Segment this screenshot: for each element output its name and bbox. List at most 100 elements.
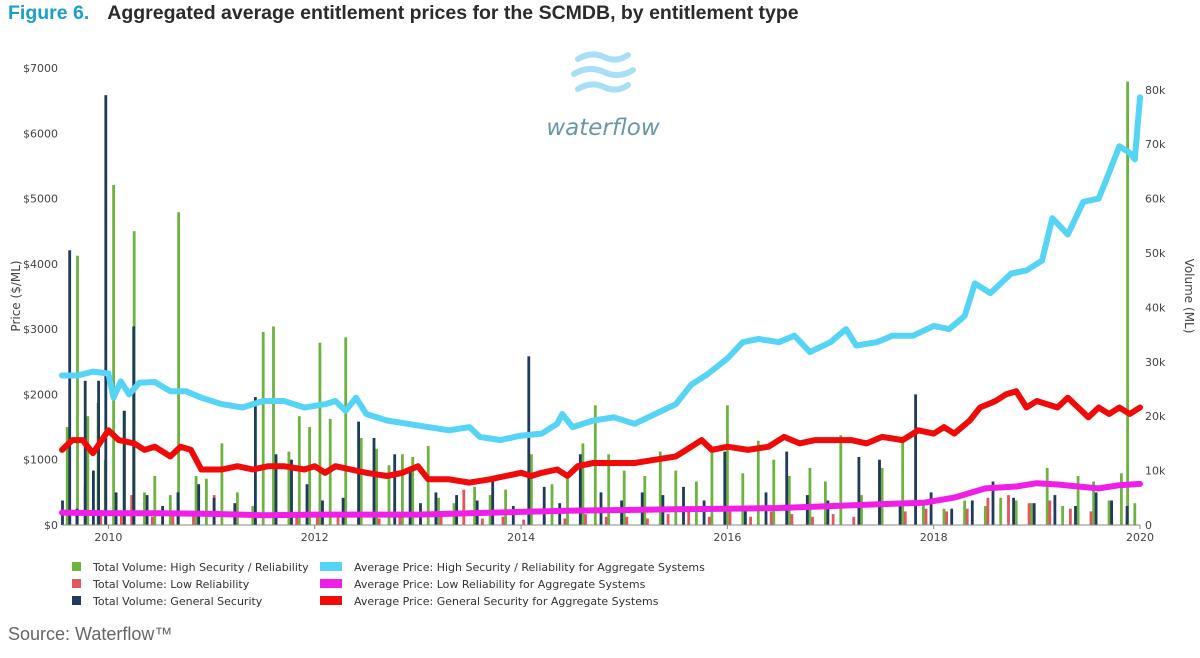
bar (1027, 503, 1031, 525)
bar (986, 497, 990, 525)
bar (963, 500, 966, 525)
bar (501, 516, 505, 525)
bar (1074, 506, 1077, 525)
y2-tick-label: 70k (1145, 138, 1166, 151)
bar (1125, 506, 1129, 525)
bar (1120, 473, 1123, 525)
bar (92, 470, 95, 525)
bar (878, 459, 881, 525)
bar (86, 416, 90, 525)
bar (914, 394, 917, 525)
bar (999, 497, 1003, 525)
bar (261, 331, 265, 525)
bar (903, 511, 907, 525)
bar (76, 255, 79, 525)
bar (274, 454, 278, 525)
bar (857, 457, 861, 525)
waterflow-watermark: waterflow (546, 51, 660, 141)
bar (236, 492, 239, 525)
y-tick-label: $0 (44, 519, 58, 532)
legend-item-average-price-high-security-reliability-for-aggregate-systems: Average Price: High Security / Reliabili… (320, 561, 705, 574)
y-tick-label: $6000 (23, 127, 58, 140)
bar (1126, 81, 1129, 525)
bar (950, 508, 954, 525)
watermark-text: waterflow (546, 115, 659, 141)
bar-series-total-volume-high-security-reliability (65, 81, 1137, 526)
legend-item-total-volume-general-security: Total Volume: General Security (72, 595, 263, 608)
bar (1053, 495, 1057, 525)
bar (1092, 481, 1095, 525)
bar (785, 451, 789, 525)
bar (491, 481, 495, 525)
bar (687, 511, 691, 525)
bar (99, 511, 103, 525)
bar (622, 470, 626, 525)
line-average-price-high-security-reliability-for-aggregate-systems (59, 94, 1143, 444)
bar (462, 489, 466, 525)
y2-tick-label: 40k (1145, 301, 1166, 314)
bar (341, 497, 345, 525)
bar (1107, 500, 1111, 525)
bar (924, 508, 928, 525)
bar (1030, 503, 1034, 525)
bar (811, 516, 814, 525)
y-tick-label: $7000 (23, 62, 58, 75)
bar (824, 481, 827, 525)
bar (666, 514, 670, 525)
bar (965, 508, 969, 525)
bar (132, 326, 136, 525)
bar (272, 326, 275, 525)
bar (168, 495, 172, 525)
bar (377, 518, 381, 525)
bar (295, 516, 299, 525)
legend-label: Total Volume: General Security (92, 595, 263, 608)
bar (1007, 495, 1010, 525)
bar (578, 454, 582, 525)
bar (922, 503, 925, 525)
y-tick-label: $2000 (23, 388, 58, 401)
bar (558, 503, 562, 525)
legend-item-total-volume-low-reliability: Total Volume: Low Reliability (72, 578, 250, 591)
bar (83, 380, 87, 525)
bar (658, 451, 662, 525)
bar (504, 489, 507, 525)
bar (527, 356, 531, 525)
bar (481, 518, 484, 525)
y-tick-label: $5000 (23, 193, 58, 206)
bar (359, 438, 363, 525)
bar (112, 185, 115, 525)
x-tick-label: 2010 (94, 531, 122, 544)
bar (983, 506, 987, 525)
bar (695, 481, 698, 525)
bar (839, 435, 843, 525)
bar (702, 500, 706, 525)
bar (455, 495, 458, 525)
bar (674, 470, 678, 525)
x-tick-label: 2018 (920, 531, 948, 544)
legend-label: Average Price: Low Reliability for Aggre… (354, 578, 646, 591)
bar (772, 459, 776, 525)
bar (123, 410, 126, 526)
bar (607, 454, 611, 525)
bar (942, 508, 946, 525)
bar (707, 516, 711, 525)
legend-item-average-price-general-security-for-aggregate-systems: Average Price: General Security for Aggr… (320, 595, 659, 608)
bar (65, 427, 69, 525)
bar (530, 454, 533, 525)
bar (68, 250, 72, 526)
bar (114, 492, 118, 525)
legend-item-average-price-low-reliability-for-aggregate-systems: Average Price: Low Reliability for Aggre… (320, 578, 646, 591)
bar (336, 516, 340, 525)
y2-axis-label: Volume (ML) (1182, 259, 1196, 334)
bar (581, 443, 585, 525)
bar (682, 486, 685, 525)
bar (542, 486, 546, 525)
legend-item-total-volume-high-security-reliability: Total Volume: High Security / Reliabilit… (72, 561, 309, 574)
bar (287, 451, 291, 525)
bar (511, 506, 515, 525)
bar (75, 508, 79, 525)
bar (176, 492, 180, 525)
bar (860, 495, 863, 525)
y2-tick-label: 20k (1145, 410, 1166, 423)
bar (473, 486, 476, 525)
